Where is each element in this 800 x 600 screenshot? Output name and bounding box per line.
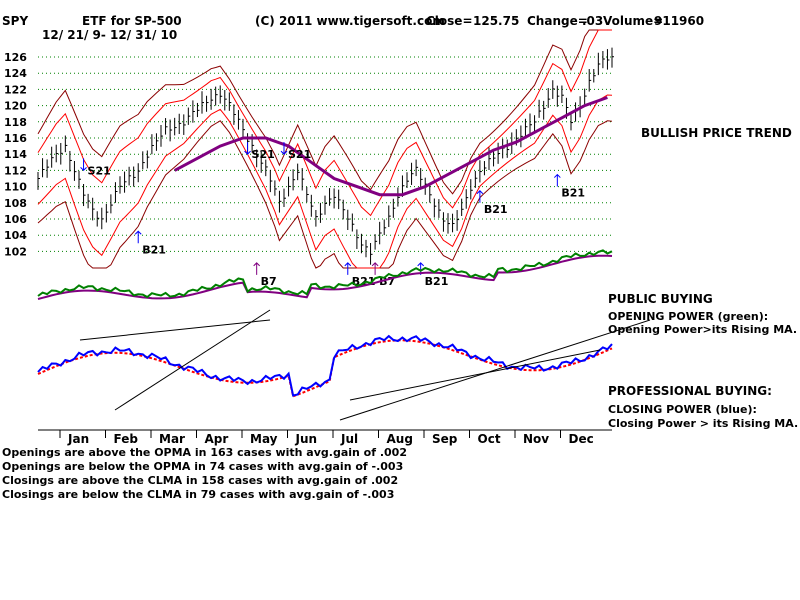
bullish-trend-note: BULLISH PRICE TREND xyxy=(641,126,792,140)
closing-power-title: CLOSING POWER (blue): xyxy=(608,403,757,416)
signal-label: S21 xyxy=(252,148,275,161)
signal-arrow xyxy=(253,262,261,275)
opening-power-desc: Opening Power>its Rising MA. xyxy=(608,323,798,336)
closing-power-line xyxy=(37,334,613,397)
opening-power-line xyxy=(37,249,613,299)
month-label: Sep xyxy=(432,432,458,446)
upper-outer-band xyxy=(37,29,612,195)
stat-line-3: Closings are above the CLMA in 158 cases… xyxy=(2,474,399,487)
month-label: Oct xyxy=(478,432,501,446)
date-range: 12/ 21/ 9- 12/ 31/ 10 xyxy=(42,28,178,42)
signal-label: B21 xyxy=(561,187,585,200)
copyright-label: (C) 2011 www.tigersoft.com xyxy=(255,14,445,28)
signal-arrow xyxy=(553,173,561,187)
signal-label: B7 xyxy=(261,275,277,288)
y-tick-label: 106 xyxy=(4,213,27,226)
month-label: Aug xyxy=(387,432,413,446)
stat-line-2: Openings are below the OPMA in 74 cases … xyxy=(2,460,404,473)
lower-outer-band xyxy=(37,120,613,269)
lower-inner-band xyxy=(37,94,613,269)
y-tick-label: 122 xyxy=(4,83,27,96)
stat-line-1: Openings are above the OPMA in 163 cases… xyxy=(2,446,407,459)
y-tick-label: 126 xyxy=(4,51,27,64)
signal-label: B21 xyxy=(425,275,449,288)
opening-power-ma xyxy=(37,254,613,300)
signal-label: B21 xyxy=(142,243,166,256)
month-label: Jan xyxy=(67,432,89,446)
y-tick-label: 116 xyxy=(4,132,27,145)
y-tick-label: 124 xyxy=(4,67,27,80)
month-label: Jun xyxy=(295,432,318,446)
y-tick-label: 112 xyxy=(4,164,27,177)
month-label: Nov xyxy=(523,432,549,446)
professional-buying-title: PROFESSIONAL BUYING: xyxy=(608,384,772,398)
change-value: .03 xyxy=(582,14,604,28)
closing-power-desc: Closing Power > its Rising MA. xyxy=(608,417,799,430)
symbol-label: SPY xyxy=(2,14,29,28)
trend-line xyxy=(79,319,271,341)
signal-arrow xyxy=(371,262,379,275)
volume-label: Volume= xyxy=(603,14,664,28)
signal-label: S21 xyxy=(288,148,311,161)
opening-power-title: OPENING POWER (green): xyxy=(608,310,769,323)
y-tick-label: 104 xyxy=(4,229,27,242)
month-label: Dec xyxy=(569,432,594,446)
month-label: Jul xyxy=(340,432,358,446)
y-tick-label: 120 xyxy=(4,100,27,113)
y-tick-label: 108 xyxy=(4,197,27,210)
month-label: Feb xyxy=(114,432,139,446)
chart-title: ETF for SP-500 xyxy=(82,14,182,28)
signal-arrow xyxy=(134,230,142,244)
closing-power-ma xyxy=(37,339,613,398)
public-buying-title: PUBLIC BUYING xyxy=(608,292,713,306)
signal-arrow xyxy=(344,262,352,275)
signal-arrow xyxy=(280,142,288,155)
close-value: 125.75 xyxy=(473,14,520,28)
trend-line xyxy=(114,309,271,411)
price-moving-average xyxy=(173,96,608,197)
trend-line xyxy=(339,319,651,421)
upper-inner-band xyxy=(37,29,612,217)
trend-line xyxy=(349,349,601,401)
month-label: Mar xyxy=(159,432,185,446)
month-label: Apr xyxy=(205,432,229,446)
signal-label: S21 xyxy=(88,164,111,177)
y-tick-label: 118 xyxy=(4,116,27,129)
signal-label: B21 xyxy=(484,203,508,216)
close-label: Close= xyxy=(426,14,473,28)
y-tick-label: 110 xyxy=(4,181,27,194)
change-label: Change= xyxy=(527,14,588,28)
y-tick-label: 102 xyxy=(4,245,27,258)
stat-line-4: Closings are below the CLMA in 79 cases … xyxy=(2,488,395,501)
volume-value: 911960 xyxy=(654,14,705,28)
signal-arrow xyxy=(244,142,251,155)
y-tick-label: 114 xyxy=(4,148,27,161)
month-label: May xyxy=(250,432,278,446)
signal-arrow xyxy=(80,158,87,172)
signal-arrow xyxy=(476,190,484,203)
